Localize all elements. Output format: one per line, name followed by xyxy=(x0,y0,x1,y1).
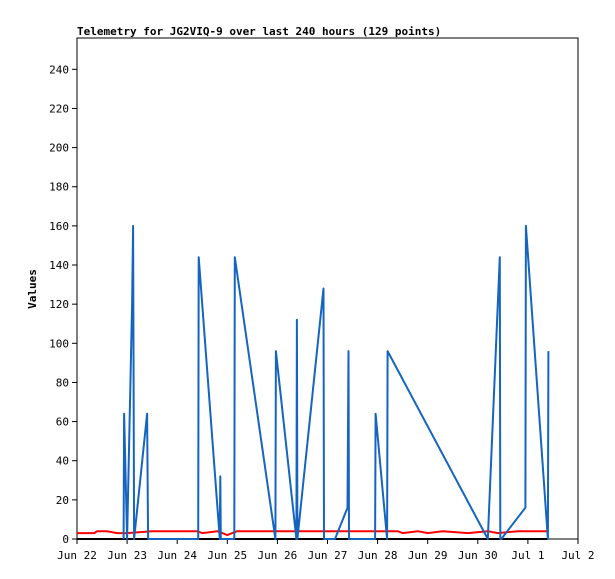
y-tick-label: 100 xyxy=(49,337,69,350)
y-tick-label: 180 xyxy=(49,181,69,194)
y-axis-label: Values xyxy=(26,269,39,309)
y-tick-label: 60 xyxy=(56,416,69,429)
y-tick-label: 160 xyxy=(49,220,69,233)
x-tick-label: Jul 2 xyxy=(561,549,594,562)
series-line-0 xyxy=(122,224,550,540)
y-tick-label: 200 xyxy=(49,142,69,155)
y-tick-label: 120 xyxy=(49,298,69,311)
x-tick-label: Jun 23 xyxy=(107,549,147,562)
x-tick-label: Jun 25 xyxy=(207,549,247,562)
y-tick-label: 140 xyxy=(49,259,69,272)
y-tick-label: 0 xyxy=(62,533,69,546)
y-tick-label: 80 xyxy=(56,376,69,389)
x-tick-label: Jun 24 xyxy=(157,549,197,562)
y-tick-label: 240 xyxy=(49,63,69,76)
x-tick-label: Jun 28 xyxy=(358,549,398,562)
x-tick-label: Jul 1 xyxy=(511,549,544,562)
x-tick-label: Jun 29 xyxy=(408,549,448,562)
plot-area xyxy=(76,37,579,540)
series-lines xyxy=(77,224,550,540)
x-tick-label: Jun 30 xyxy=(458,549,498,562)
y-tick-label: 40 xyxy=(56,455,69,468)
x-tick-label: Jun 26 xyxy=(258,549,298,562)
y-tick-label: 20 xyxy=(56,494,69,507)
x-tick-label: Jun 22 xyxy=(57,549,97,562)
y-axis: 0 20 40 60 80 100 120 140 160 180 200 220 240 xyxy=(49,63,77,546)
y-tick-label: 220 xyxy=(49,102,69,115)
x-axis: Jun 22 Jun 23 Jun 24 Jun 25 Jun 26 Jun 27 Jun … xyxy=(57,539,595,562)
x-tick-label: Jun 27 xyxy=(308,549,348,562)
chart-title: Telemetry for JG2VIQ-9 over last 240 hou… xyxy=(77,25,441,38)
